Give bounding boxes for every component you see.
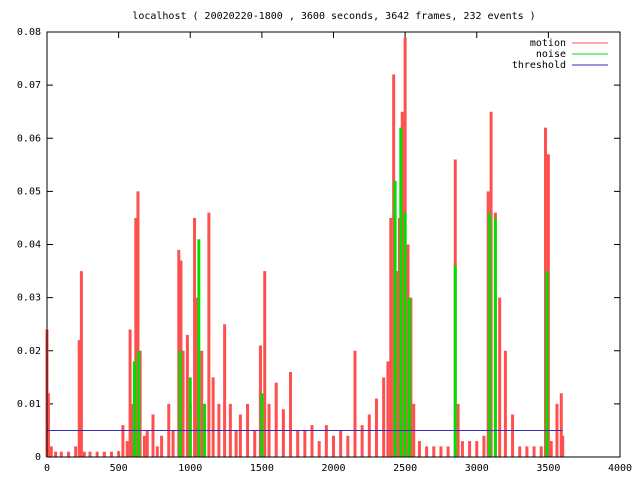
x-tick-label: 4000 — [608, 463, 632, 474]
y-tick-label: 0 — [35, 452, 41, 463]
legend-label: motion — [530, 38, 566, 49]
chart-title: localhost ( 20020220-1800 , 3600 seconds… — [132, 11, 535, 22]
y-tick-label: 0.06 — [17, 133, 41, 144]
x-tick-label: 1000 — [178, 463, 202, 474]
x-tick-label: 2000 — [321, 463, 345, 474]
x-tick-label: 2500 — [393, 463, 417, 474]
y-tick-label: 0.07 — [17, 80, 41, 91]
x-tick-label: 0 — [44, 463, 50, 474]
y-tick-label: 0.04 — [17, 240, 41, 251]
plot-frame — [46, 31, 621, 458]
y-tick-label: 0.05 — [17, 186, 41, 197]
y-tick-label: 0.01 — [17, 399, 41, 410]
x-tick-label: 3500 — [536, 463, 560, 474]
y-tick-label: 0.08 — [17, 27, 41, 38]
y-tick-label: 0.03 — [17, 293, 41, 304]
x-tick-label: 1500 — [250, 463, 274, 474]
legend-label: noise — [536, 49, 566, 60]
x-tick-label: 500 — [110, 463, 128, 474]
legend-label: threshold — [512, 60, 566, 71]
x-tick-label: 3000 — [465, 463, 489, 474]
y-tick-label: 0.02 — [17, 346, 41, 357]
